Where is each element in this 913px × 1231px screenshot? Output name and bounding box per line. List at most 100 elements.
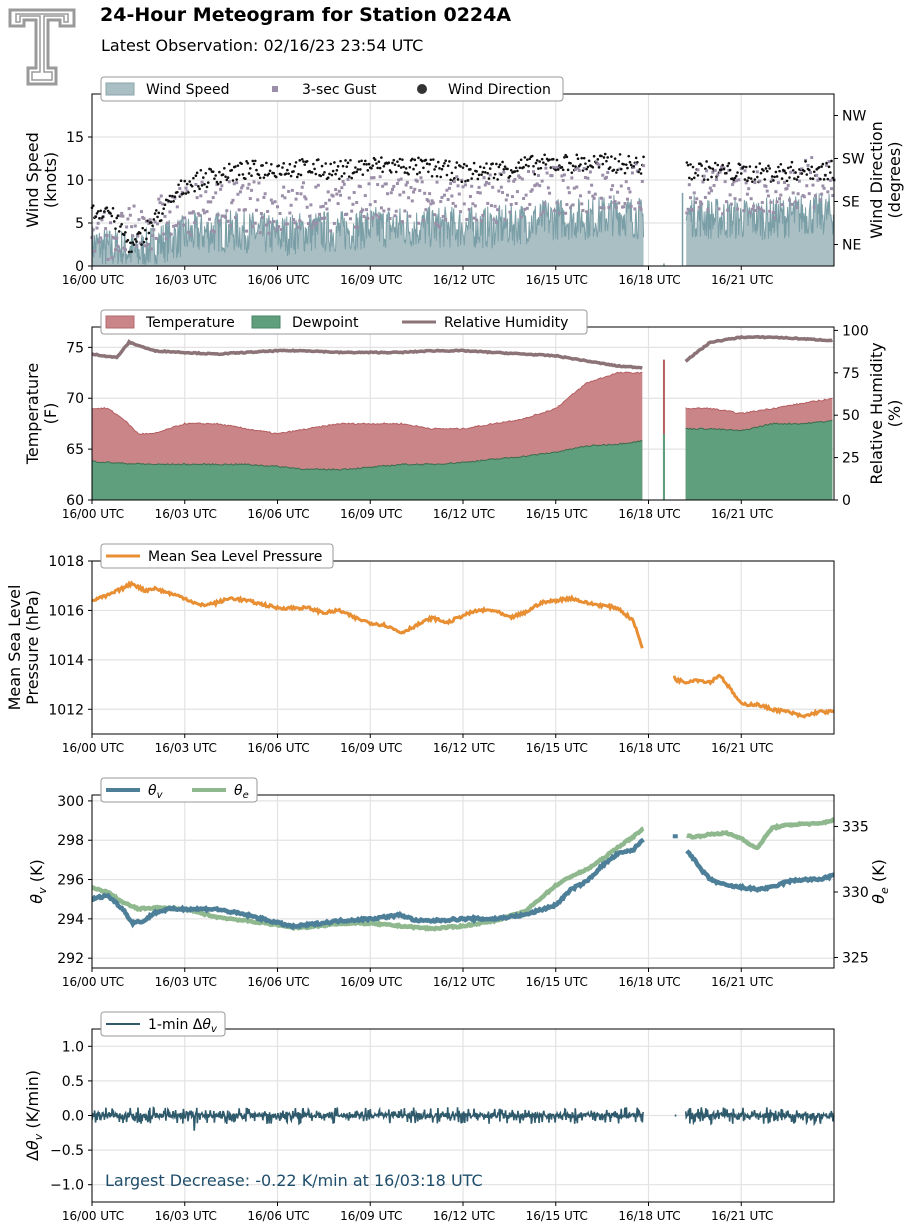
direction-marker [161,212,164,215]
direction-marker [133,238,137,241]
direction-marker [455,161,459,164]
gust-marker [711,170,715,174]
gust-marker [520,177,524,181]
y-tick-label: −1.0 [50,1178,84,1194]
direction-marker [241,173,245,176]
dtheta-line [684,1107,835,1127]
direction-marker [116,214,120,217]
gust-marker [698,200,702,204]
gust-marker [789,170,793,174]
direction-marker [770,175,774,178]
direction-marker [477,173,481,177]
x-tick-label: 16/12 UTC [433,975,495,989]
gust-marker [467,207,471,211]
gust-marker [634,162,638,166]
x-tick-label: 16/03 UTC [155,507,217,521]
gust-marker [419,176,423,180]
direction-marker [605,159,608,163]
gust-marker [332,221,336,225]
gust-marker [806,163,810,167]
direction-marker [811,177,815,181]
direction-marker [482,166,486,170]
direction-marker [636,160,639,164]
direction-marker [825,161,828,165]
direction-marker [533,172,537,176]
gust-marker [133,224,137,228]
direction-marker [523,156,527,159]
direction-marker [112,220,116,223]
direction-marker [628,160,632,164]
direction-marker [150,221,153,224]
gust-marker [131,234,135,238]
x-tick-label: 16/03 UTC [155,273,217,287]
y2-tick-label: 325 [842,951,869,967]
gust-marker [420,180,424,184]
direction-marker [126,238,130,242]
gust-marker [721,212,725,216]
direction-marker [705,160,708,163]
direction-marker [543,153,546,157]
gust-marker [716,173,720,177]
gust-marker [374,213,378,217]
direction-marker [359,168,362,171]
gust-marker [96,221,100,225]
gust-marker [506,193,510,197]
gust-marker [156,222,160,226]
gust-marker [536,173,540,177]
gust-marker [583,175,587,179]
legend-box [100,76,564,102]
x-tick-label: 16/18 UTC [618,507,680,521]
direction-marker [735,174,738,178]
direction-marker [441,164,445,168]
gust-marker [732,180,736,184]
gust-marker [600,196,604,200]
gust-marker [712,184,716,188]
gust-marker [590,183,594,187]
direction-marker [462,162,466,166]
gust-marker [126,217,130,221]
gust-marker [703,195,707,199]
gust-marker [591,194,595,198]
x-tick-label: 16/21 UTC [711,507,773,521]
direction-marker [753,178,757,181]
gust-marker [805,184,809,188]
gust-marker [738,198,742,202]
direction-marker [763,178,767,181]
gust-marker [557,211,561,215]
direction-marker [388,169,392,172]
direction-marker [774,170,778,174]
gust-marker [164,237,168,241]
direction-marker [759,171,763,175]
gust-marker [371,216,375,220]
gust-marker [336,202,340,206]
direction-marker [788,176,791,179]
direction-marker [616,168,619,172]
y2-tick-label: 50 [842,408,860,424]
direction-marker [789,165,793,169]
direction-marker [354,166,357,169]
gust-marker [408,214,412,218]
direction-marker [530,154,534,158]
direction-marker [267,172,271,176]
gust-marker [441,214,445,218]
direction-marker [253,159,257,163]
direction-marker [629,163,633,167]
gust-marker [731,183,735,187]
gust-marker [362,214,366,218]
direction-marker [94,215,98,219]
direction-marker [277,164,281,167]
relative-humidity-line [91,339,643,370]
gust-marker [748,210,752,214]
gust-marker [310,225,314,229]
direction-marker [527,164,530,168]
gust-marker [813,194,817,198]
direction-marker [561,168,565,172]
gust-marker [733,197,737,201]
direction-marker [449,178,452,182]
gust-marker [602,206,606,210]
gust-marker [442,193,446,197]
x-tick-label: 16/15 UTC [526,507,588,521]
direction-marker [330,173,334,177]
legend-label: Wind Direction [448,82,551,98]
gust-marker [384,182,388,186]
